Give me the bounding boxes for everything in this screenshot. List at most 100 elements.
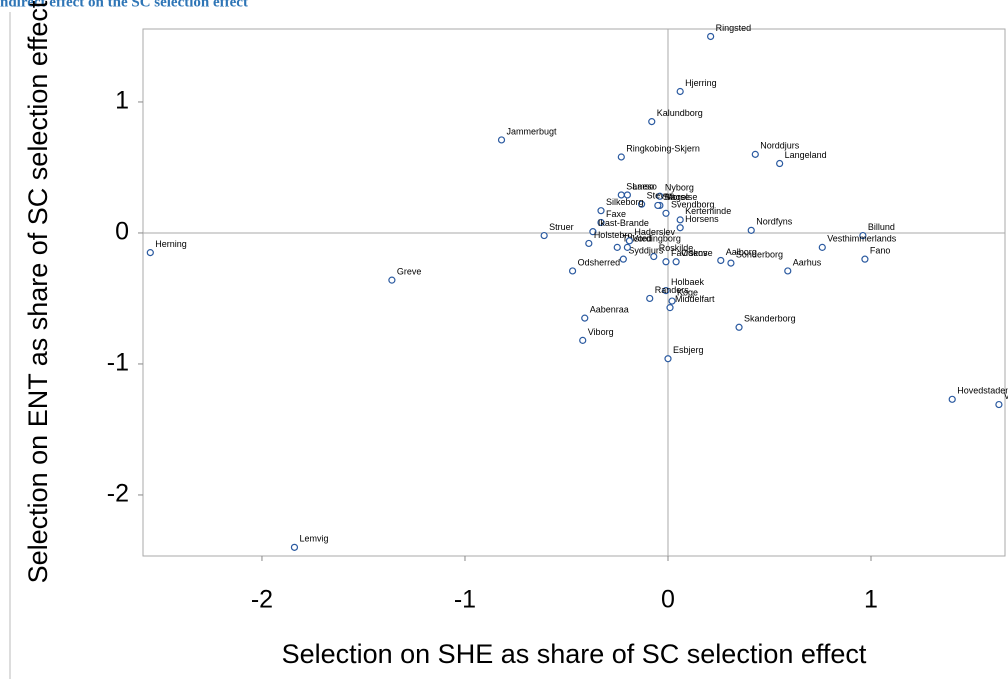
- point: [388, 276, 396, 284]
- point-label: Koge: [677, 287, 698, 297]
- point-label: Hjerring: [685, 78, 717, 88]
- point: [707, 32, 715, 41]
- point-label: Ringsted: [716, 23, 752, 33]
- point-label: Laeso: [632, 181, 657, 191]
- y-axis-label: Selection on ENT as share of SC selectio…: [23, 0, 53, 583]
- point-label: Thisted: [622, 234, 652, 244]
- point: [648, 118, 656, 126]
- point-label: Viborg: [588, 327, 614, 337]
- point-label: Billund: [868, 222, 895, 232]
- point-label: Kalundborg: [657, 108, 703, 118]
- point: [747, 226, 755, 234]
- point-label: Kerteminde: [685, 206, 731, 216]
- y-tick-label: 1: [115, 87, 129, 115]
- point: [676, 224, 684, 232]
- point: [540, 231, 548, 240]
- point: [662, 287, 670, 295]
- point-label: Roskilde: [659, 243, 694, 253]
- point-label: Herning: [155, 239, 187, 249]
- point-label: Aarhus: [793, 257, 822, 267]
- point-label: Holstebro: [594, 230, 633, 240]
- point-label: Favrskov: [671, 248, 708, 258]
- point-label: Middelfart: [675, 294, 715, 304]
- point: [861, 255, 869, 263]
- point: [859, 231, 867, 240]
- point-label: Vordingborg: [632, 234, 681, 244]
- point-label: Ikast-Brande: [598, 218, 649, 228]
- point-label: Slagelse: [663, 192, 698, 202]
- point: [585, 239, 593, 248]
- point: [995, 400, 1003, 409]
- point-label: Aabenraa: [590, 304, 629, 314]
- y-tick-label: 0: [115, 218, 129, 246]
- point: [497, 136, 506, 144]
- point-label: Nordfyns: [756, 217, 793, 227]
- point: [617, 153, 625, 161]
- point-label: Nyborg: [665, 183, 694, 193]
- x-axis-label: Selection on SHE as share of SC selectio…: [282, 639, 867, 669]
- point-label: Samso: [626, 181, 654, 191]
- point-label: Hovedstaden ex Bholm: [957, 386, 1008, 396]
- point: [619, 255, 627, 263]
- point: [581, 314, 589, 322]
- plot-area: [142, 28, 1006, 557]
- point: [676, 216, 684, 224]
- point: [668, 297, 676, 305]
- point-label: Odense: [681, 248, 713, 258]
- point-label: Ringkobing-Skjern: [626, 143, 700, 153]
- point-label: Fano: [870, 246, 891, 256]
- point: [818, 243, 826, 251]
- point: [623, 191, 631, 199]
- point: [751, 150, 759, 158]
- point: [784, 267, 792, 275]
- point: [776, 159, 784, 168]
- point: [676, 87, 684, 96]
- point-label: Morse: [665, 192, 690, 202]
- point-label: Stevns: [647, 191, 675, 201]
- point-label: Svendborg: [671, 200, 715, 210]
- point-label: Langeland: [785, 150, 827, 160]
- point: [579, 336, 587, 344]
- point: [662, 258, 670, 266]
- chart-title: ndirect effect on the SC selection effec…: [0, 0, 248, 10]
- point: [948, 395, 956, 403]
- point-label: Vesthimmerlands: [827, 234, 897, 244]
- point: [662, 209, 670, 217]
- point: [613, 243, 621, 251]
- point: [672, 258, 680, 266]
- point-label: Syddjurs: [628, 246, 664, 256]
- point-label: Lemvig: [299, 534, 328, 544]
- point: [727, 259, 735, 267]
- point-label: Jammerbugt: [507, 126, 558, 136]
- point: [666, 304, 674, 312]
- point: [638, 200, 646, 208]
- point-label: Sonderborg: [736, 249, 783, 259]
- point-label: Silkeborg: [606, 197, 644, 207]
- point: [597, 207, 605, 215]
- point: [623, 243, 631, 251]
- y-tick-label: -2: [107, 480, 129, 508]
- point-label: Horsens: [685, 214, 719, 224]
- point: [664, 355, 672, 363]
- point-label: Aalborg: [726, 247, 757, 257]
- point-label: Holbaek: [671, 277, 705, 287]
- point-label: Haderslev: [634, 227, 675, 237]
- point: [589, 228, 597, 236]
- point: [146, 249, 154, 257]
- point: [597, 218, 605, 227]
- y-tick-label: -1: [107, 349, 129, 377]
- point-label: Norddjurs: [760, 141, 800, 151]
- point-label: Vejen: [1004, 391, 1008, 401]
- point-label: Faxe: [606, 209, 626, 219]
- x-tick-label: -2: [251, 586, 273, 614]
- point: [654, 201, 662, 210]
- x-tick-label: 1: [864, 586, 878, 614]
- point: [735, 323, 743, 331]
- point-label: Struer: [549, 222, 574, 232]
- point: [290, 543, 299, 551]
- point-label: Esbjerg: [673, 345, 704, 355]
- point: [656, 192, 664, 200]
- point-label: Greve: [397, 266, 422, 276]
- point: [650, 252, 658, 261]
